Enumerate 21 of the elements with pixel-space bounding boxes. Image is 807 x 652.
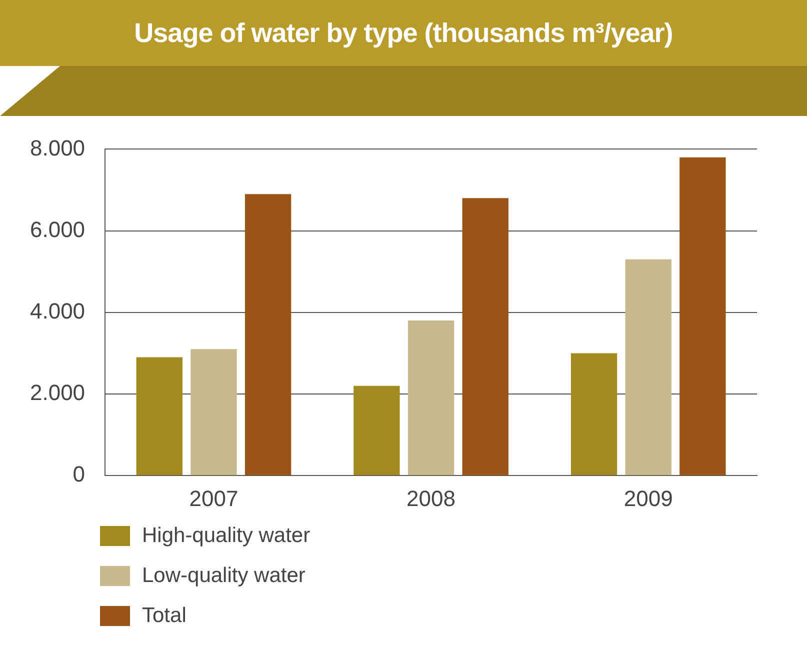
- bar: [190, 349, 237, 476]
- chart-title: Usage of water by type (thousands m³/year): [0, 0, 807, 66]
- x-tick-label: 2007: [189, 486, 238, 511]
- y-tick-label: 0: [72, 462, 86, 487]
- x-tick-label: 2009: [624, 486, 673, 511]
- legend-label: High-quality water: [142, 524, 310, 548]
- y-tick-label: 4.000: [30, 298, 86, 324]
- y-tick-label: 8.000: [30, 135, 86, 160]
- legend-label: Total: [142, 604, 186, 628]
- bar: [354, 386, 400, 476]
- bar: [244, 194, 292, 476]
- x-tick-label: 2008: [406, 486, 456, 511]
- legend-label: Low-quality water: [142, 564, 306, 588]
- y-tick-label: 6.000: [30, 216, 86, 242]
- bar: [136, 357, 182, 476]
- bar: [462, 198, 508, 476]
- bar: [408, 320, 454, 476]
- bar: [680, 157, 726, 476]
- bar: [625, 259, 672, 476]
- bar: [570, 353, 618, 476]
- y-tick-label: 2.000: [30, 380, 86, 406]
